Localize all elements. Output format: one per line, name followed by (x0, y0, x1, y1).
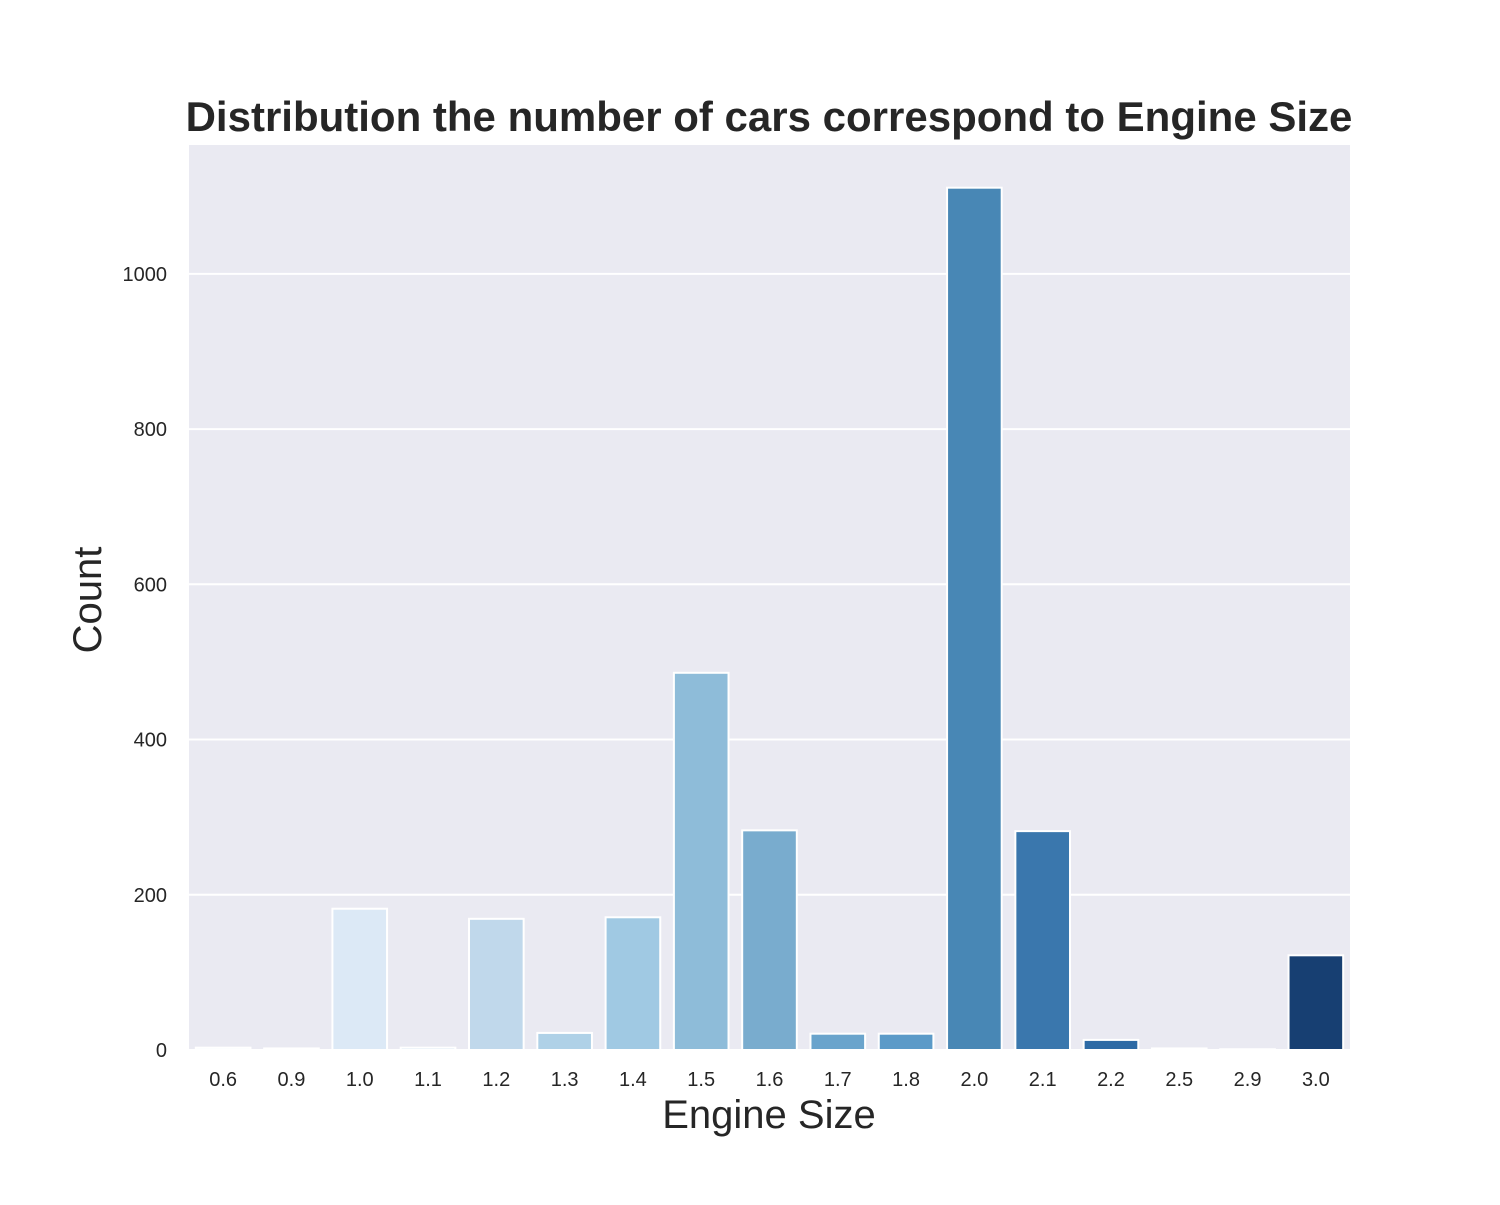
x-tick-label: 0.9 (278, 1069, 306, 1091)
y-tick-label: 800 (134, 419, 167, 441)
bar-1.7 (809, 1032, 867, 1051)
x-tick-label: 2.0 (960, 1069, 988, 1091)
bar-1.5 (672, 671, 730, 1051)
bar-2.1 (1014, 830, 1071, 1051)
x-tick-label: 1.8 (892, 1069, 920, 1091)
x-axis-label: Engine Size (662, 1093, 875, 1137)
y-tick-label: 200 (134, 885, 167, 907)
x-tick-label: 1.2 (482, 1069, 510, 1091)
x-tick-label: 2.1 (1029, 1069, 1057, 1091)
bar-1.6 (741, 829, 798, 1052)
x-tick-label: 2.9 (1234, 1069, 1262, 1091)
bars (194, 186, 1345, 1052)
y-axis-label: Count (66, 547, 110, 654)
x-tick-label: 1.7 (824, 1069, 852, 1091)
bar-2.9 (1219, 1048, 1276, 1052)
bar-0.9 (263, 1047, 320, 1051)
bar-2.5 (1150, 1047, 1208, 1051)
x-tick-label: 1.6 (756, 1069, 784, 1091)
bar-1.4 (604, 916, 662, 1052)
y-tick-label: 600 (134, 574, 167, 596)
bar-1.1 (399, 1046, 457, 1051)
bar-1.0 (331, 907, 389, 1051)
y-tick-label: 1000 (123, 264, 168, 286)
chart-title: Distribution the number of cars correspo… (186, 93, 1353, 140)
bar-2.2 (1082, 1038, 1140, 1051)
y-tick-labels: 0 200 400 600 800 1000 (123, 264, 168, 1062)
x-tick-label: 2.5 (1165, 1069, 1193, 1091)
x-tick-label: 1.5 (687, 1069, 715, 1091)
x-tick-labels: 0.6 0.9 1.0 1.1 1.2 1.3 1.4 1.5 1.6 1.7 1.8 2.0 2.1 2… (209, 1069, 1330, 1091)
x-tick-label: 3.0 (1302, 1069, 1330, 1091)
x-tick-label: 0.6 (209, 1069, 237, 1091)
x-tick-label: 2.2 (1097, 1069, 1125, 1091)
y-tick-label: 400 (134, 730, 167, 752)
bar-2.0 (946, 186, 1003, 1052)
bar-1.3 (536, 1031, 593, 1052)
bar-1.2 (468, 917, 525, 1052)
y-tick-label: 0 (156, 1040, 167, 1062)
bar-1.8 (877, 1032, 935, 1051)
bar-3.0 (1287, 954, 1345, 1052)
x-tick-label: 1.3 (551, 1069, 579, 1091)
x-tick-label: 1.1 (414, 1069, 442, 1091)
x-tick-label: 1.4 (619, 1069, 647, 1091)
bar-0.6 (194, 1046, 252, 1051)
x-tick-label: 1.0 (346, 1069, 374, 1091)
